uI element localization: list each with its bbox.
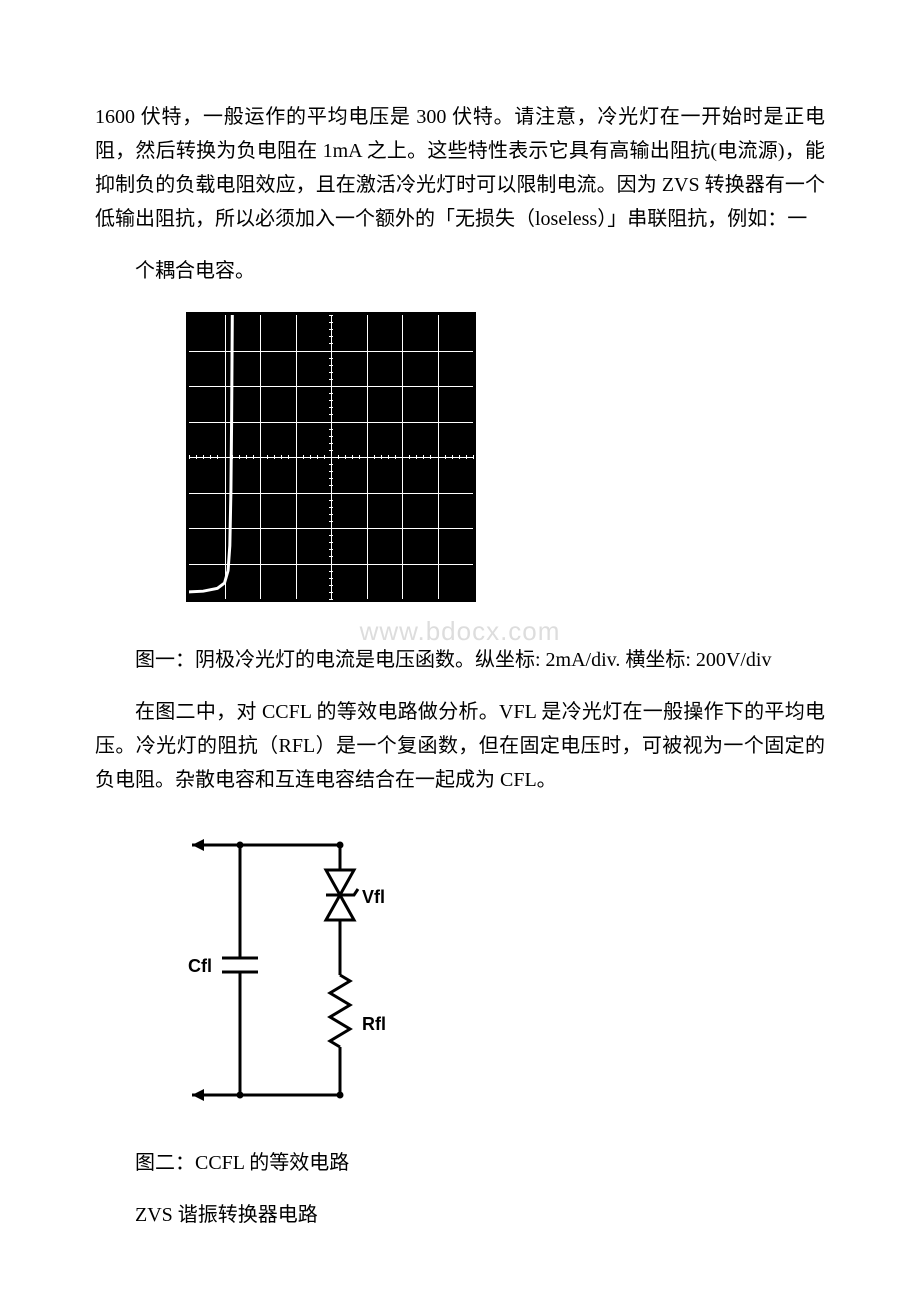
body-paragraph-4: 在图二中，对 CCFL 的等效电路做分析。VFL 是冷光灯在一般操作下的平均电压… bbox=[95, 695, 825, 797]
figure-2-caption: 图二：CCFL 的等效电路 bbox=[95, 1146, 825, 1180]
body-paragraph-2: 个耦合电容。 bbox=[95, 254, 825, 288]
figure-2-equivalent-circuit: Cfl Vfl Rfl bbox=[180, 815, 825, 1136]
svg-text:Cfl: Cfl bbox=[188, 956, 212, 976]
section-heading-zvs: ZVS 谐振转换器电路 bbox=[95, 1198, 825, 1232]
figure-1-caption: 图一：阴极冷光灯的电流是电压函数。纵坐标: 2mA/div. 横坐标: 200V… bbox=[95, 643, 825, 677]
figure-1-oscilloscope bbox=[180, 306, 825, 619]
svg-text:Rfl: Rfl bbox=[362, 1014, 386, 1034]
svg-text:Vfl: Vfl bbox=[362, 887, 385, 907]
body-paragraph-1: 1600 伏特，一般运作的平均电压是 300 伏特。请注意，冷光灯在一开始时是正… bbox=[95, 100, 825, 236]
